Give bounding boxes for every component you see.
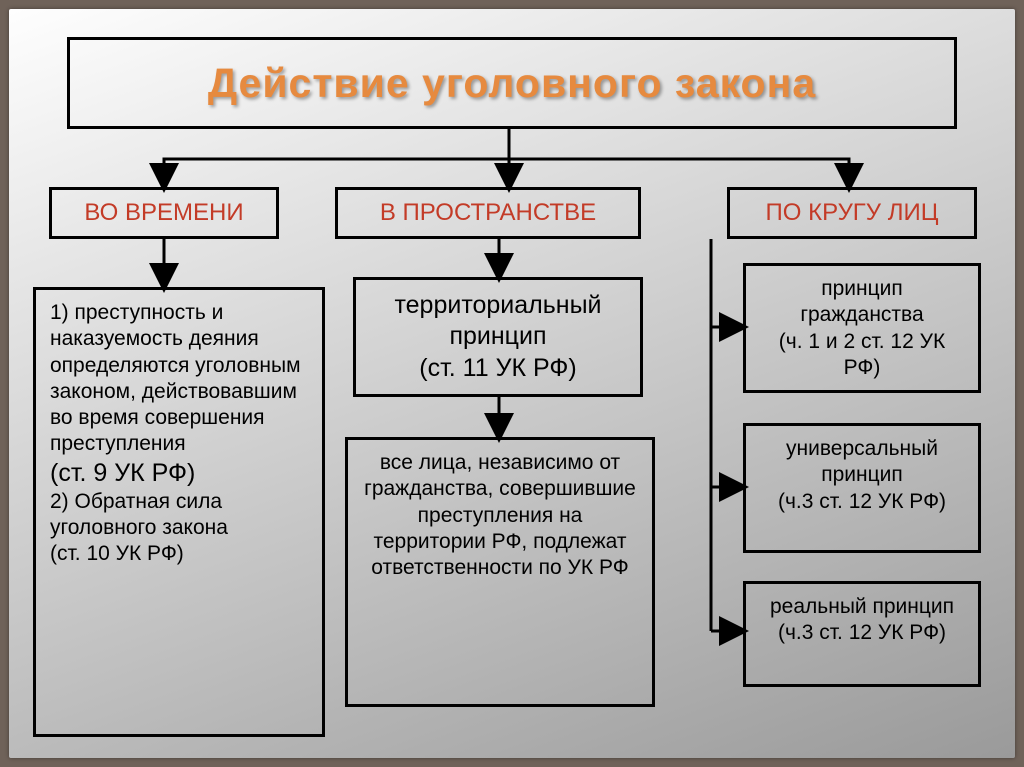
arrow-title-to-time: [164, 129, 509, 187]
space-principle-text: территориальный принцип: [394, 291, 601, 350]
arrow-title-to-persons: [509, 129, 849, 187]
persons-p3-ref: (ч.3 ст. 12 УК РФ): [778, 621, 946, 644]
time-detail-line1: 1) преступность и наказуемость деяния оп…: [50, 301, 301, 455]
space-detail-text: все лица, независимо от гражданства, сов…: [364, 451, 636, 579]
persons-p3-text: реальный принцип: [770, 595, 954, 618]
time-detail-box: 1) преступность и наказуемость деяния оп…: [33, 287, 325, 737]
persons-principle-2: универсальный принцип (ч.3 ст. 12 УК РФ): [743, 423, 981, 553]
title-box: Действие уголовного закона: [67, 37, 957, 129]
time-detail-ref2: (ст. 10 УК РФ): [50, 542, 184, 565]
persons-p2-ref: (ч.3 ст. 12 УК РФ): [778, 490, 946, 513]
space-principle-box: территориальный принцип (ст. 11 УК РФ): [353, 277, 643, 397]
category-space: В ПРОСТРАНСТВЕ: [335, 187, 641, 239]
space-detail-box: все лица, независимо от гражданства, сов…: [345, 437, 655, 707]
persons-p2-text: универсальный принцип: [786, 437, 938, 486]
category-persons: ПО КРУГУ ЛИЦ: [727, 187, 977, 239]
category-time: ВО ВРЕМЕНИ: [49, 187, 279, 239]
time-detail-ref1: (ст. 9 УК РФ): [50, 459, 195, 487]
title-text: Действие уголовного закона: [208, 60, 816, 107]
category-space-label: В ПРОСТРАНСТВЕ: [380, 199, 596, 227]
space-principle-ref: (ст. 11 УК РФ): [419, 354, 576, 382]
time-detail-line2: 2) Обратная сила уголовного закона: [50, 490, 228, 539]
slide: Действие уголовного закона ВО ВРЕМЕНИ В …: [9, 9, 1015, 758]
persons-p1-text: принцип гражданства: [800, 277, 923, 326]
persons-principle-1: принцип гражданства (ч. 1 и 2 ст. 12 УК …: [743, 263, 981, 393]
category-time-label: ВО ВРЕМЕНИ: [84, 199, 243, 227]
category-persons-label: ПО КРУГУ ЛИЦ: [766, 199, 939, 227]
persons-p1-ref: (ч. 1 и 2 ст. 12 УК РФ): [779, 330, 945, 379]
persons-principle-3: реальный принцип (ч.3 ст. 12 УК РФ): [743, 581, 981, 687]
